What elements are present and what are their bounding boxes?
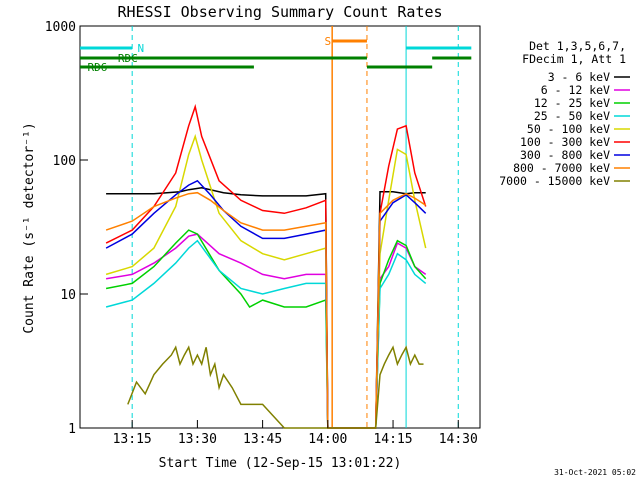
legend: Det 1,3,5,6,7,FDecim 1, Att 1 3 - 6 keV6 … (499, 39, 630, 188)
series-line-5 (105, 103, 427, 429)
series-line-4 (105, 133, 427, 429)
x-tick-label-5: 14:30 (439, 432, 478, 447)
y-tick-label-0: 1 (68, 422, 76, 437)
series-line-1 (105, 233, 427, 429)
x-tick-label-4: 14:15 (373, 432, 412, 447)
x-tick-label-2: 13:45 (243, 432, 282, 447)
series-layer (105, 103, 427, 429)
series-line-3 (105, 239, 427, 429)
series-line-0 (106, 187, 426, 429)
legend-entry-label-4: 50 - 100 keV (527, 122, 610, 136)
x-tick-label-1: 13:30 (178, 432, 217, 447)
series-line-6 (105, 179, 427, 429)
legend-header-line-1: FDecim 1, Att 1 (522, 52, 626, 66)
x-tick-label-3: 14:00 (308, 432, 347, 447)
series-line-2 (105, 229, 427, 429)
flag-label-rdc: RDC (118, 52, 138, 65)
plot-frame (79, 25, 481, 429)
legend-header-line-0: Det 1,3,5,6,7, (529, 39, 626, 53)
y-tick-label-3: 1000 (45, 20, 76, 35)
legend-entry-label-1: 6 - 12 keV (541, 83, 610, 97)
status-flags: N S RDC RD6 (80, 35, 472, 74)
legend-entry-label-0: 3 - 6 keV (548, 70, 610, 84)
legend-entry-label-6: 300 - 800 keV (520, 148, 610, 162)
legend-entry-label-5: 100 - 300 keV (520, 135, 610, 149)
chart-title: RHESSI Observing Summary Count Rates (117, 3, 442, 21)
flag-label-rd6: RD6 (87, 61, 107, 74)
y-axis-label: Count Rate (s⁻¹ detector⁻¹) (22, 122, 37, 333)
legend-entry-label-2: 12 - 25 keV (534, 96, 610, 110)
axis-ticks: 13:15 13:30 13:45 14:00 14:15 14:30 1 10 100 1000 (45, 20, 478, 447)
x-axis-label: Start Time (12-Sep-15 13:01:22) (159, 456, 402, 471)
legend-entry-label-3: 25 - 50 keV (534, 109, 610, 123)
series-line-7 (105, 191, 427, 429)
legend-entry-label-7: 800 - 7000 keV (513, 161, 610, 175)
footer-timestamp: 31-Oct-2021 05:02 (554, 468, 636, 477)
legend-entry-label-8: 7000 - 15000 keV (499, 174, 610, 188)
x-tick-label-0: 13:15 (113, 432, 152, 447)
series-line-8 (127, 345, 424, 429)
flag-label-n: N (138, 42, 145, 55)
y-tick-label-2: 100 (53, 154, 76, 169)
flag-label-s: S (325, 35, 332, 48)
marker-lines (131, 26, 459, 428)
y-tick-label-1: 10 (60, 288, 76, 303)
